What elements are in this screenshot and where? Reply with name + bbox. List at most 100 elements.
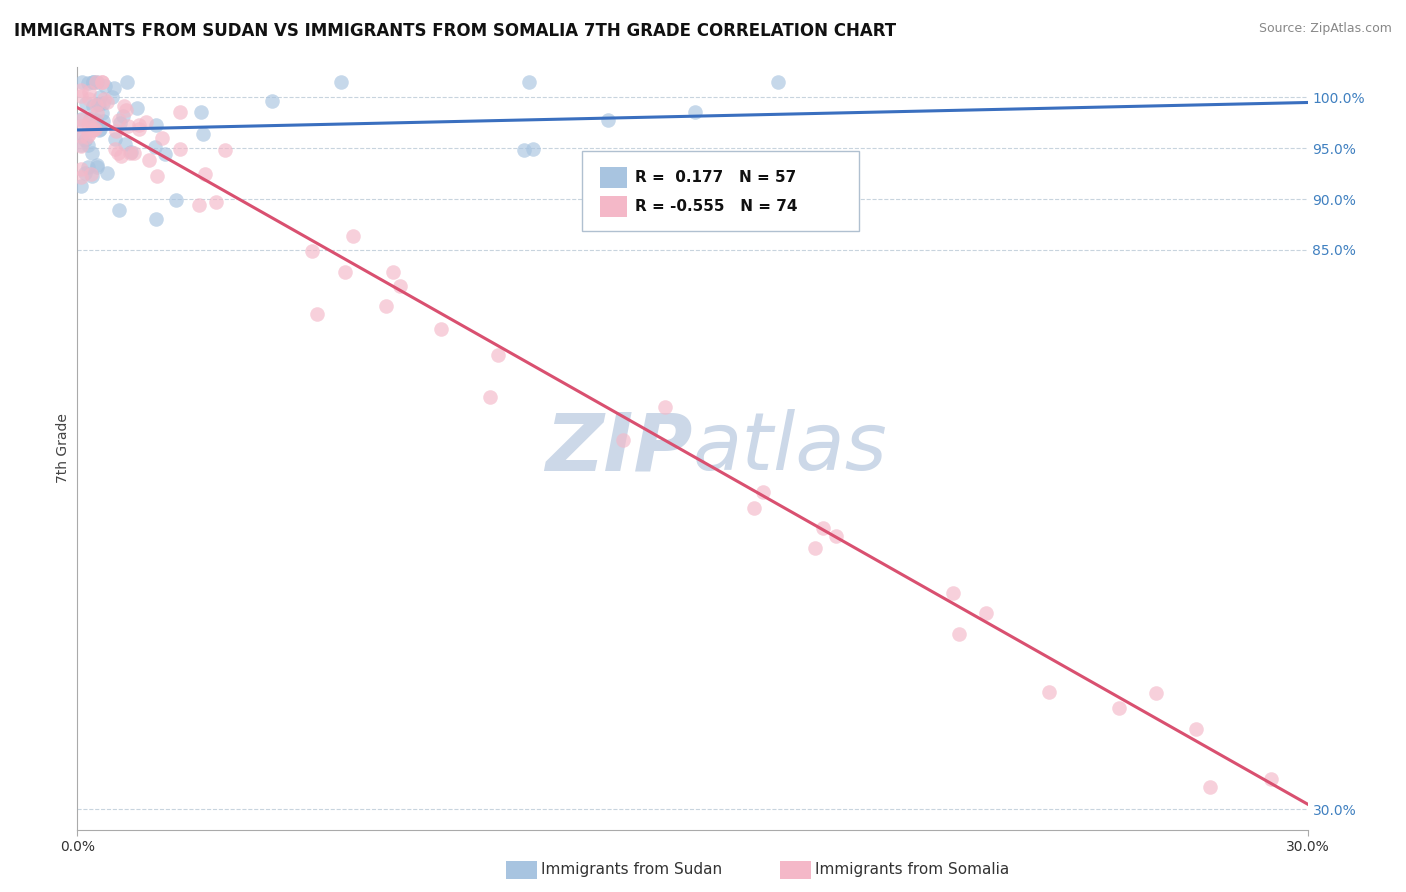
Point: [974, 606, 997, 620]
Point: [519, 75, 541, 89]
Point: [118, 145, 141, 160]
Point: [1185, 722, 1208, 736]
Point: [153, 146, 176, 161]
Point: [80, 123, 103, 137]
Point: [89, 122, 111, 136]
Point: [70, 88, 93, 103]
Point: [70, 119, 93, 133]
Point: [82, 120, 104, 134]
Point: [1108, 701, 1130, 715]
FancyBboxPatch shape: [582, 151, 859, 231]
Point: [70, 83, 93, 97]
Point: [214, 143, 236, 157]
Point: [825, 528, 848, 542]
Point: [104, 132, 127, 146]
Point: [79, 128, 101, 142]
Point: [169, 105, 191, 120]
Point: [70, 138, 93, 153]
Point: [86, 158, 108, 172]
Point: [76, 76, 98, 90]
Text: R = -0.555   N = 74: R = -0.555 N = 74: [634, 199, 797, 214]
Point: [104, 142, 127, 156]
Point: [948, 627, 970, 641]
Point: [752, 484, 775, 499]
Point: [87, 123, 110, 137]
Point: [120, 145, 142, 159]
Point: [70, 128, 93, 143]
Point: [82, 145, 104, 160]
Point: [744, 500, 766, 515]
Point: [941, 586, 963, 600]
Bar: [600, 195, 627, 217]
Point: [135, 114, 157, 128]
Point: [262, 94, 284, 108]
Text: atlas: atlas: [693, 409, 887, 487]
Point: [87, 97, 110, 112]
Point: [169, 142, 191, 156]
Point: [91, 75, 114, 89]
Point: [108, 203, 131, 218]
Point: [803, 541, 825, 555]
Point: [128, 118, 150, 132]
Point: [522, 142, 544, 156]
Point: [145, 118, 167, 132]
Point: [75, 166, 97, 180]
Point: [77, 85, 100, 99]
Point: [84, 113, 107, 128]
Point: [82, 75, 104, 89]
Point: [86, 97, 108, 112]
Text: Source: ZipAtlas.com: Source: ZipAtlas.com: [1258, 22, 1392, 36]
Point: [478, 390, 501, 404]
Point: [307, 307, 329, 321]
Point: [766, 75, 789, 89]
Point: [70, 112, 93, 127]
Point: [70, 112, 93, 127]
Point: [381, 265, 404, 279]
Point: [108, 113, 131, 128]
Point: [342, 229, 364, 244]
Point: [138, 153, 160, 167]
Point: [77, 92, 100, 106]
Point: [91, 75, 114, 89]
Point: [188, 198, 211, 212]
Point: [86, 75, 108, 89]
Text: Immigrants from Somalia: Immigrants from Somalia: [815, 863, 1010, 877]
Text: R =  0.177   N = 57: R = 0.177 N = 57: [634, 170, 796, 185]
Point: [1038, 685, 1060, 699]
Point: [82, 75, 104, 89]
Point: [83, 122, 105, 136]
Point: [93, 92, 115, 106]
Text: ZIP: ZIP: [546, 409, 693, 487]
Point: [96, 95, 118, 109]
Point: [77, 117, 100, 131]
Point: [191, 127, 214, 141]
Point: [128, 121, 150, 136]
Point: [79, 168, 101, 182]
Point: [80, 169, 103, 183]
Point: [194, 167, 217, 181]
Point: [83, 117, 105, 131]
Point: [77, 137, 100, 152]
Point: [70, 128, 93, 143]
Point: [70, 179, 93, 194]
Point: [512, 144, 534, 158]
Point: [612, 433, 634, 447]
Point: [122, 145, 145, 160]
Point: [1144, 686, 1167, 700]
Point: [70, 169, 93, 184]
Y-axis label: 7th Grade: 7th Grade: [56, 413, 70, 483]
Bar: [600, 167, 627, 188]
Point: [596, 112, 619, 127]
Point: [115, 103, 138, 117]
Point: [110, 149, 132, 163]
Point: [654, 400, 676, 414]
Point: [389, 279, 412, 293]
Point: [96, 166, 118, 180]
Point: [70, 75, 93, 89]
Point: [683, 104, 706, 119]
Point: [84, 75, 107, 89]
Point: [89, 90, 111, 104]
Point: [103, 81, 125, 95]
Point: [1198, 780, 1220, 794]
Point: [70, 161, 93, 176]
